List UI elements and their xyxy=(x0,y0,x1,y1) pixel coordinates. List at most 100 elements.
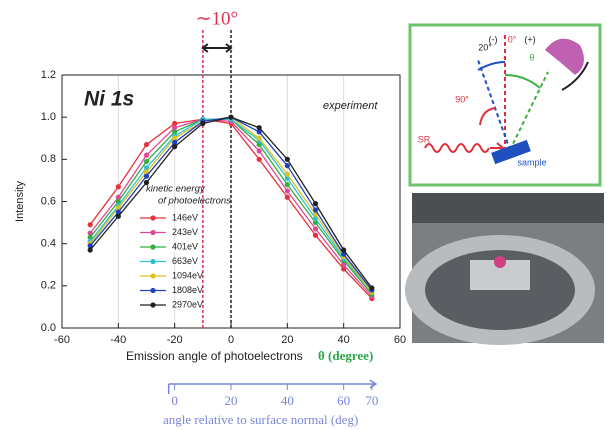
y-tick-label: 1.2 xyxy=(41,69,56,81)
data-point xyxy=(87,230,93,236)
data-point xyxy=(256,135,262,141)
diagram-label: 90° xyxy=(455,94,469,104)
data-point xyxy=(284,171,290,177)
data-point xyxy=(143,179,150,186)
rotation-arrow xyxy=(561,61,589,91)
x-axis-symbol: θ (degree) xyxy=(318,348,373,363)
data-point xyxy=(284,194,290,200)
annotation: experiment xyxy=(323,100,378,112)
detection-line xyxy=(509,71,549,151)
legend-marker xyxy=(150,273,156,279)
x-tick-label: 40 xyxy=(338,334,350,346)
photo xyxy=(405,193,604,345)
data-point xyxy=(341,251,347,257)
legend-marker xyxy=(150,302,156,308)
offset-arrow xyxy=(201,43,233,53)
diagram-label: 0° xyxy=(508,34,517,44)
data-point xyxy=(200,120,206,127)
data-point xyxy=(341,266,347,272)
data-point xyxy=(341,262,347,268)
x2-axis xyxy=(167,379,378,394)
x2-tick-label: 40 xyxy=(281,393,294,408)
angle-arc xyxy=(477,61,506,71)
data-point xyxy=(143,141,150,148)
data-point xyxy=(143,169,150,175)
data-point xyxy=(312,207,319,213)
sample xyxy=(491,139,531,165)
data-point xyxy=(172,139,178,146)
data-point xyxy=(87,234,93,240)
data-point xyxy=(172,125,178,131)
x-tick-label: 0 xyxy=(228,334,234,346)
legend-label: 2970eV xyxy=(172,299,203,309)
data-point xyxy=(284,188,290,194)
surface-normal xyxy=(477,59,511,151)
legend-label: 1808eV xyxy=(172,285,203,295)
legend-marker xyxy=(150,287,156,294)
data-point xyxy=(284,163,290,169)
data-point xyxy=(87,243,93,249)
legend-label: 1094eV xyxy=(172,270,203,280)
chart-title: Ni 1s xyxy=(84,88,134,111)
data-point xyxy=(172,144,178,150)
diagram-label: SR xyxy=(418,134,431,144)
data-point xyxy=(87,247,93,253)
legend-label: 401eV xyxy=(172,241,198,251)
data-point xyxy=(172,135,178,141)
x2-axis-label: angle relative to surface normal (deg) xyxy=(163,412,358,427)
data-point xyxy=(87,222,93,228)
legend-marker xyxy=(150,258,156,265)
x2-tick-label: 60 xyxy=(337,393,350,408)
legend-marker xyxy=(150,229,156,236)
offset-label: ∼10° xyxy=(196,8,239,29)
data-point xyxy=(172,129,178,135)
x-tick-label: 20 xyxy=(281,334,293,346)
legend-label: 243eV xyxy=(172,227,198,237)
data-point xyxy=(369,285,375,291)
x-axis-label: Emission angle of photoelectrons xyxy=(126,349,303,363)
geometry-diagram xyxy=(408,23,602,187)
data-point xyxy=(143,158,150,165)
sample-spot xyxy=(494,256,506,268)
x-tick-label: -60 xyxy=(54,334,70,346)
data-point xyxy=(312,226,319,232)
legend-label: 663eV xyxy=(172,256,198,266)
analyzer xyxy=(545,38,584,75)
data-point xyxy=(228,114,234,120)
legend-marker xyxy=(150,244,156,250)
y-tick-label: 0.6 xyxy=(41,195,56,207)
data-point xyxy=(115,184,121,190)
data-point xyxy=(256,156,262,162)
data-point xyxy=(256,129,262,135)
y-tick-label: 0.0 xyxy=(41,322,56,334)
diagram-label: sample xyxy=(517,157,546,167)
y-axis-label: Intensity xyxy=(14,181,26,222)
x-tick-label: 60 xyxy=(394,334,406,346)
diagram-label: θ xyxy=(529,52,534,62)
legend-title: kinetic energy xyxy=(146,184,206,195)
sr-wave xyxy=(424,143,490,153)
legend-title: of photoelectrons xyxy=(158,196,231,207)
diagram-label: (+) xyxy=(524,34,535,44)
x2-tick-label: 0 xyxy=(171,393,178,408)
photo-top xyxy=(412,193,604,223)
theta-arc xyxy=(504,74,541,89)
data-point xyxy=(115,209,121,215)
y-tick-label: 1.0 xyxy=(41,111,56,123)
data-point xyxy=(284,182,290,188)
x2-tick-label: 20 xyxy=(225,393,238,408)
data-point xyxy=(115,205,121,211)
diagram-label: 20° xyxy=(478,42,492,52)
legend-marker xyxy=(150,215,156,221)
x-tick-label: -20 xyxy=(167,334,183,346)
legend-label: 146eV xyxy=(172,212,198,222)
data-point xyxy=(284,156,290,162)
right-angle-arc xyxy=(479,107,496,126)
y-tick-label: 0.2 xyxy=(41,280,56,292)
data-point xyxy=(143,165,150,171)
data-point xyxy=(115,198,121,205)
data-point xyxy=(256,148,262,154)
data-point xyxy=(172,120,178,127)
data-point xyxy=(312,201,319,207)
